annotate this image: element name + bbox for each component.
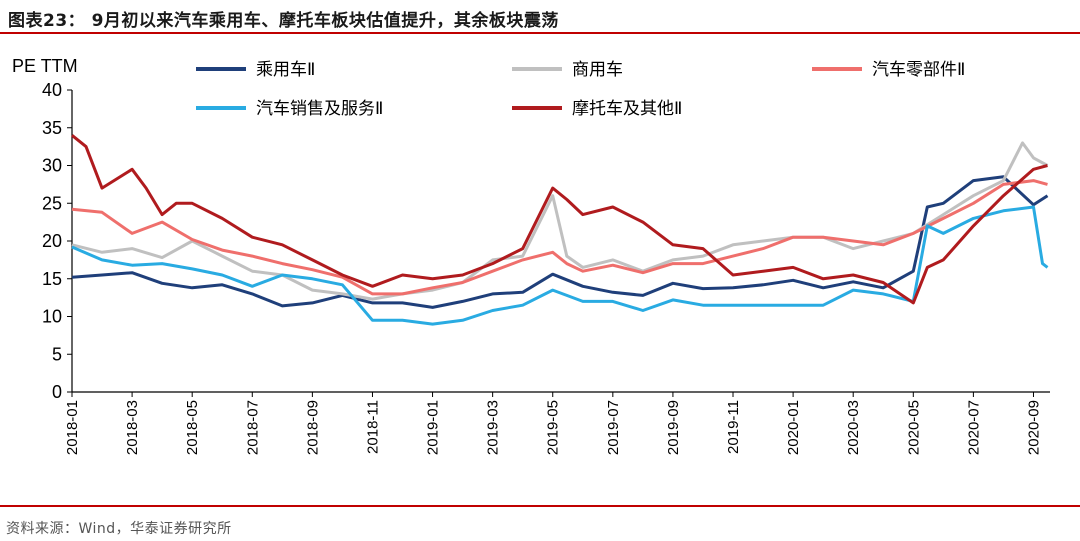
chart-legend: 乘用车Ⅱ 商用车 汽车零部件Ⅱ 汽车销售及服务Ⅱ 摩托车及其他Ⅱ [196, 60, 965, 119]
series-line-3 [71, 179, 1048, 296]
x-tick-label: 2019-05 [545, 400, 562, 455]
x-tick-label: 2020-09 [1025, 400, 1042, 455]
series-line-1 [71, 175, 1049, 309]
y-axis-label: PE TTM [12, 56, 78, 76]
x-tick-label: 2019-09 [665, 400, 682, 455]
x-tick-label: 2020-05 [905, 400, 922, 455]
x-tick-label: 2020-03 [845, 400, 862, 455]
x-tick-label: 2019-03 [485, 400, 502, 455]
chart-axes: 0 5 10 15 20 25 30 35 40 2018-01 2018-03 2018-05 201… [42, 80, 1050, 455]
y-tick-label: 5 [52, 344, 62, 364]
x-tick-label: 2018-09 [304, 400, 321, 455]
y-tick-label: 35 [42, 118, 62, 138]
footer-divider [0, 505, 1080, 507]
y-tick-label: 0 [52, 382, 62, 402]
x-tick-label: 2020-07 [965, 400, 982, 455]
x-tick-label: 2018-03 [124, 400, 141, 455]
x-tick-label: 2019-01 [425, 400, 442, 455]
y-tick-label: 25 [42, 193, 62, 213]
x-tick-label: 2018-07 [244, 400, 261, 455]
legend-label-3: 汽车零部件Ⅱ [872, 60, 965, 80]
series-line-4 [71, 205, 1049, 326]
x-tick-label: 2020-01 [785, 400, 802, 455]
y-tick-label: 40 [42, 80, 62, 100]
legend-label-5: 摩托车及其他Ⅱ [572, 99, 682, 119]
x-tick-label: 2018-01 [64, 400, 81, 455]
y-tick-label: 20 [42, 231, 62, 251]
x-tick-label: 2018-11 [364, 400, 381, 454]
legend-label-2: 商用车 [572, 60, 623, 80]
y-tick-label: 15 [42, 269, 62, 289]
x-tick-label: 2018-05 [184, 400, 201, 455]
legend-label-1: 乘用车Ⅱ [256, 60, 315, 80]
chart-series [71, 134, 1049, 326]
series-line-5 [71, 134, 1048, 305]
y-tick-label: 10 [42, 307, 62, 327]
y-tick-label: 30 [42, 156, 62, 176]
legend-label-4: 汽车销售及服务Ⅱ [256, 99, 383, 119]
title-divider [0, 32, 1080, 34]
x-tick-label: 2019-07 [605, 400, 622, 455]
x-tick-label: 2019-11 [725, 400, 742, 454]
figure-title: 图表23： 9月初以来汽车乘用车、摩托车板块估值提升，其余板块震荡 [8, 11, 559, 31]
source-note: 资料来源：Wind，华泰证券研究所 [6, 521, 232, 537]
